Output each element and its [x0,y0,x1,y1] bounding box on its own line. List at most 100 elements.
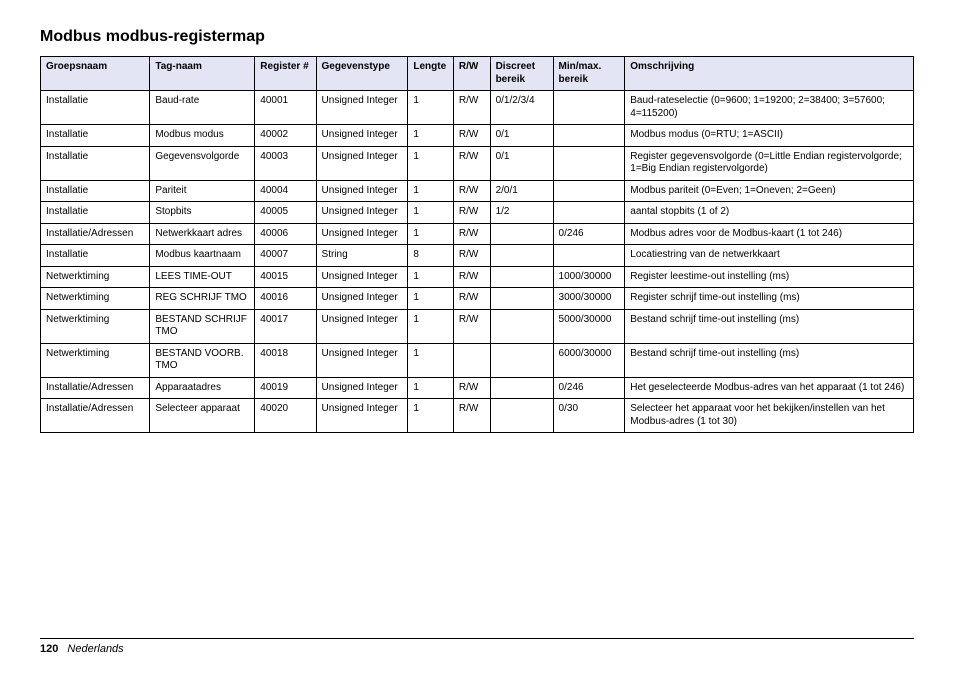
table-cell: Register schrijf time-out instelling (ms… [625,288,914,310]
table-cell: Bestand schrijf time-out instelling (ms) [625,343,914,377]
table-cell: Installatie [41,125,150,147]
table-cell: R/W [453,202,490,224]
register-map-table: Groepsnaam Tag-naam Register # Gegevenst… [40,56,914,433]
table-row: InstallatieModbus kaartnaam40007String8R… [41,245,914,267]
table-cell: LEES TIME-OUT [150,266,255,288]
table-cell: Netwerkkaart adres [150,223,255,245]
table-cell: 1 [408,202,453,224]
page-number: 120 [40,643,58,655]
table-cell: 40019 [255,377,316,399]
table-cell: Unsigned Integer [316,343,408,377]
table-cell: 0/30 [553,399,625,433]
table-cell: Selecteer apparaat [150,399,255,433]
table-cell: Register gegevensvolgorde (0=Little Endi… [625,146,914,180]
page-footer: 120 Nederlands [40,643,124,655]
table-cell: Installatie/Adressen [41,399,150,433]
table-cell: 1 [408,399,453,433]
table-cell: R/W [453,91,490,125]
table-cell: 1 [408,223,453,245]
table-cell: 1 [408,266,453,288]
table-cell: 3000/30000 [553,288,625,310]
table-cell: aantal stopbits (1 of 2) [625,202,914,224]
table-cell: Baud-rate [150,91,255,125]
table-cell: 1 [408,288,453,310]
table-row: NetwerktimingBESTAND SCHRIJF TMO40017Uns… [41,309,914,343]
table-cell: 40020 [255,399,316,433]
table-cell [490,309,553,343]
table-cell: 40006 [255,223,316,245]
table-cell: 1 [408,343,453,377]
table-cell: Unsigned Integer [316,223,408,245]
table-cell: 1 [408,91,453,125]
table-cell: 40004 [255,180,316,202]
table-row: NetwerktimingLEES TIME-OUT40015Unsigned … [41,266,914,288]
table-cell: Pariteit [150,180,255,202]
table-cell: Installatie/Adressen [41,377,150,399]
table-cell: Unsigned Integer [316,125,408,147]
col-header: Gegevenstype [316,57,408,91]
table-cell: 2/0/1 [490,180,553,202]
table-row: InstallatiePariteit40004Unsigned Integer… [41,180,914,202]
table-cell: Installatie [41,146,150,180]
table-cell: Unsigned Integer [316,399,408,433]
table-cell: 1 [408,180,453,202]
table-cell: 8 [408,245,453,267]
table-cell: Installatie [41,91,150,125]
table-cell: 1 [408,377,453,399]
table-row: NetwerktimingREG SCHRIJF TMO40016Unsigne… [41,288,914,310]
table-cell: R/W [453,245,490,267]
table-cell [490,266,553,288]
table-cell [490,343,553,377]
table-cell: Installatie [41,202,150,224]
table-cell [490,245,553,267]
table-cell [553,180,625,202]
table-cell: 0/1 [490,146,553,180]
table-row: Installatie/AdressenNetwerkkaart adres40… [41,223,914,245]
table-row: InstallatieStopbits40005Unsigned Integer… [41,202,914,224]
page-title: Modbus modbus-registermap [40,28,914,46]
table-cell [453,343,490,377]
table-cell [553,202,625,224]
table-cell: 1 [408,309,453,343]
table-row: InstallatieGegevensvolgorde40003Unsigned… [41,146,914,180]
table-cell: Baud-rateselectie (0=9600; 1=19200; 2=38… [625,91,914,125]
table-cell: R/W [453,288,490,310]
table-cell: R/W [453,180,490,202]
table-cell: 40017 [255,309,316,343]
table-cell: Installatie [41,245,150,267]
table-cell: Bestand schrijf time-out instelling (ms) [625,309,914,343]
table-cell: Het geselecteerde Modbus-adres van het a… [625,377,914,399]
table-cell: Stopbits [150,202,255,224]
table-cell: Modbus kaartnaam [150,245,255,267]
table-row: InstallatieModbus modus40002Unsigned Int… [41,125,914,147]
table-row: Installatie/AdressenApparaatadres40019Un… [41,377,914,399]
table-cell: 0/1 [490,125,553,147]
table-cell [553,146,625,180]
table-cell: Locatiestring van de netwerkkaart [625,245,914,267]
table-cell: Unsigned Integer [316,266,408,288]
table-cell: R/W [453,223,490,245]
col-header: Tag-naam [150,57,255,91]
table-cell: R/W [453,377,490,399]
col-header: Min/max. bereik [553,57,625,91]
table-cell: Unsigned Integer [316,91,408,125]
table-cell: BESTAND VOORB. TMO [150,343,255,377]
table-cell: Selecteer het apparaat voor het bekijken… [625,399,914,433]
table-cell: Unsigned Integer [316,202,408,224]
table-cell: 1000/30000 [553,266,625,288]
table-cell: 40007 [255,245,316,267]
table-cell [490,399,553,433]
table-cell: 1 [408,146,453,180]
table-cell: REG SCHRIJF TMO [150,288,255,310]
table-cell: Apparaatadres [150,377,255,399]
col-header: Register # [255,57,316,91]
table-cell: R/W [453,309,490,343]
table-cell: Unsigned Integer [316,377,408,399]
table-cell: String [316,245,408,267]
table-cell: 1/2 [490,202,553,224]
table-cell: 5000/30000 [553,309,625,343]
table-row: NetwerktimingBESTAND VOORB. TMO40018Unsi… [41,343,914,377]
table-cell: BESTAND SCHRIJF TMO [150,309,255,343]
table-cell [490,288,553,310]
table-cell: Unsigned Integer [316,288,408,310]
